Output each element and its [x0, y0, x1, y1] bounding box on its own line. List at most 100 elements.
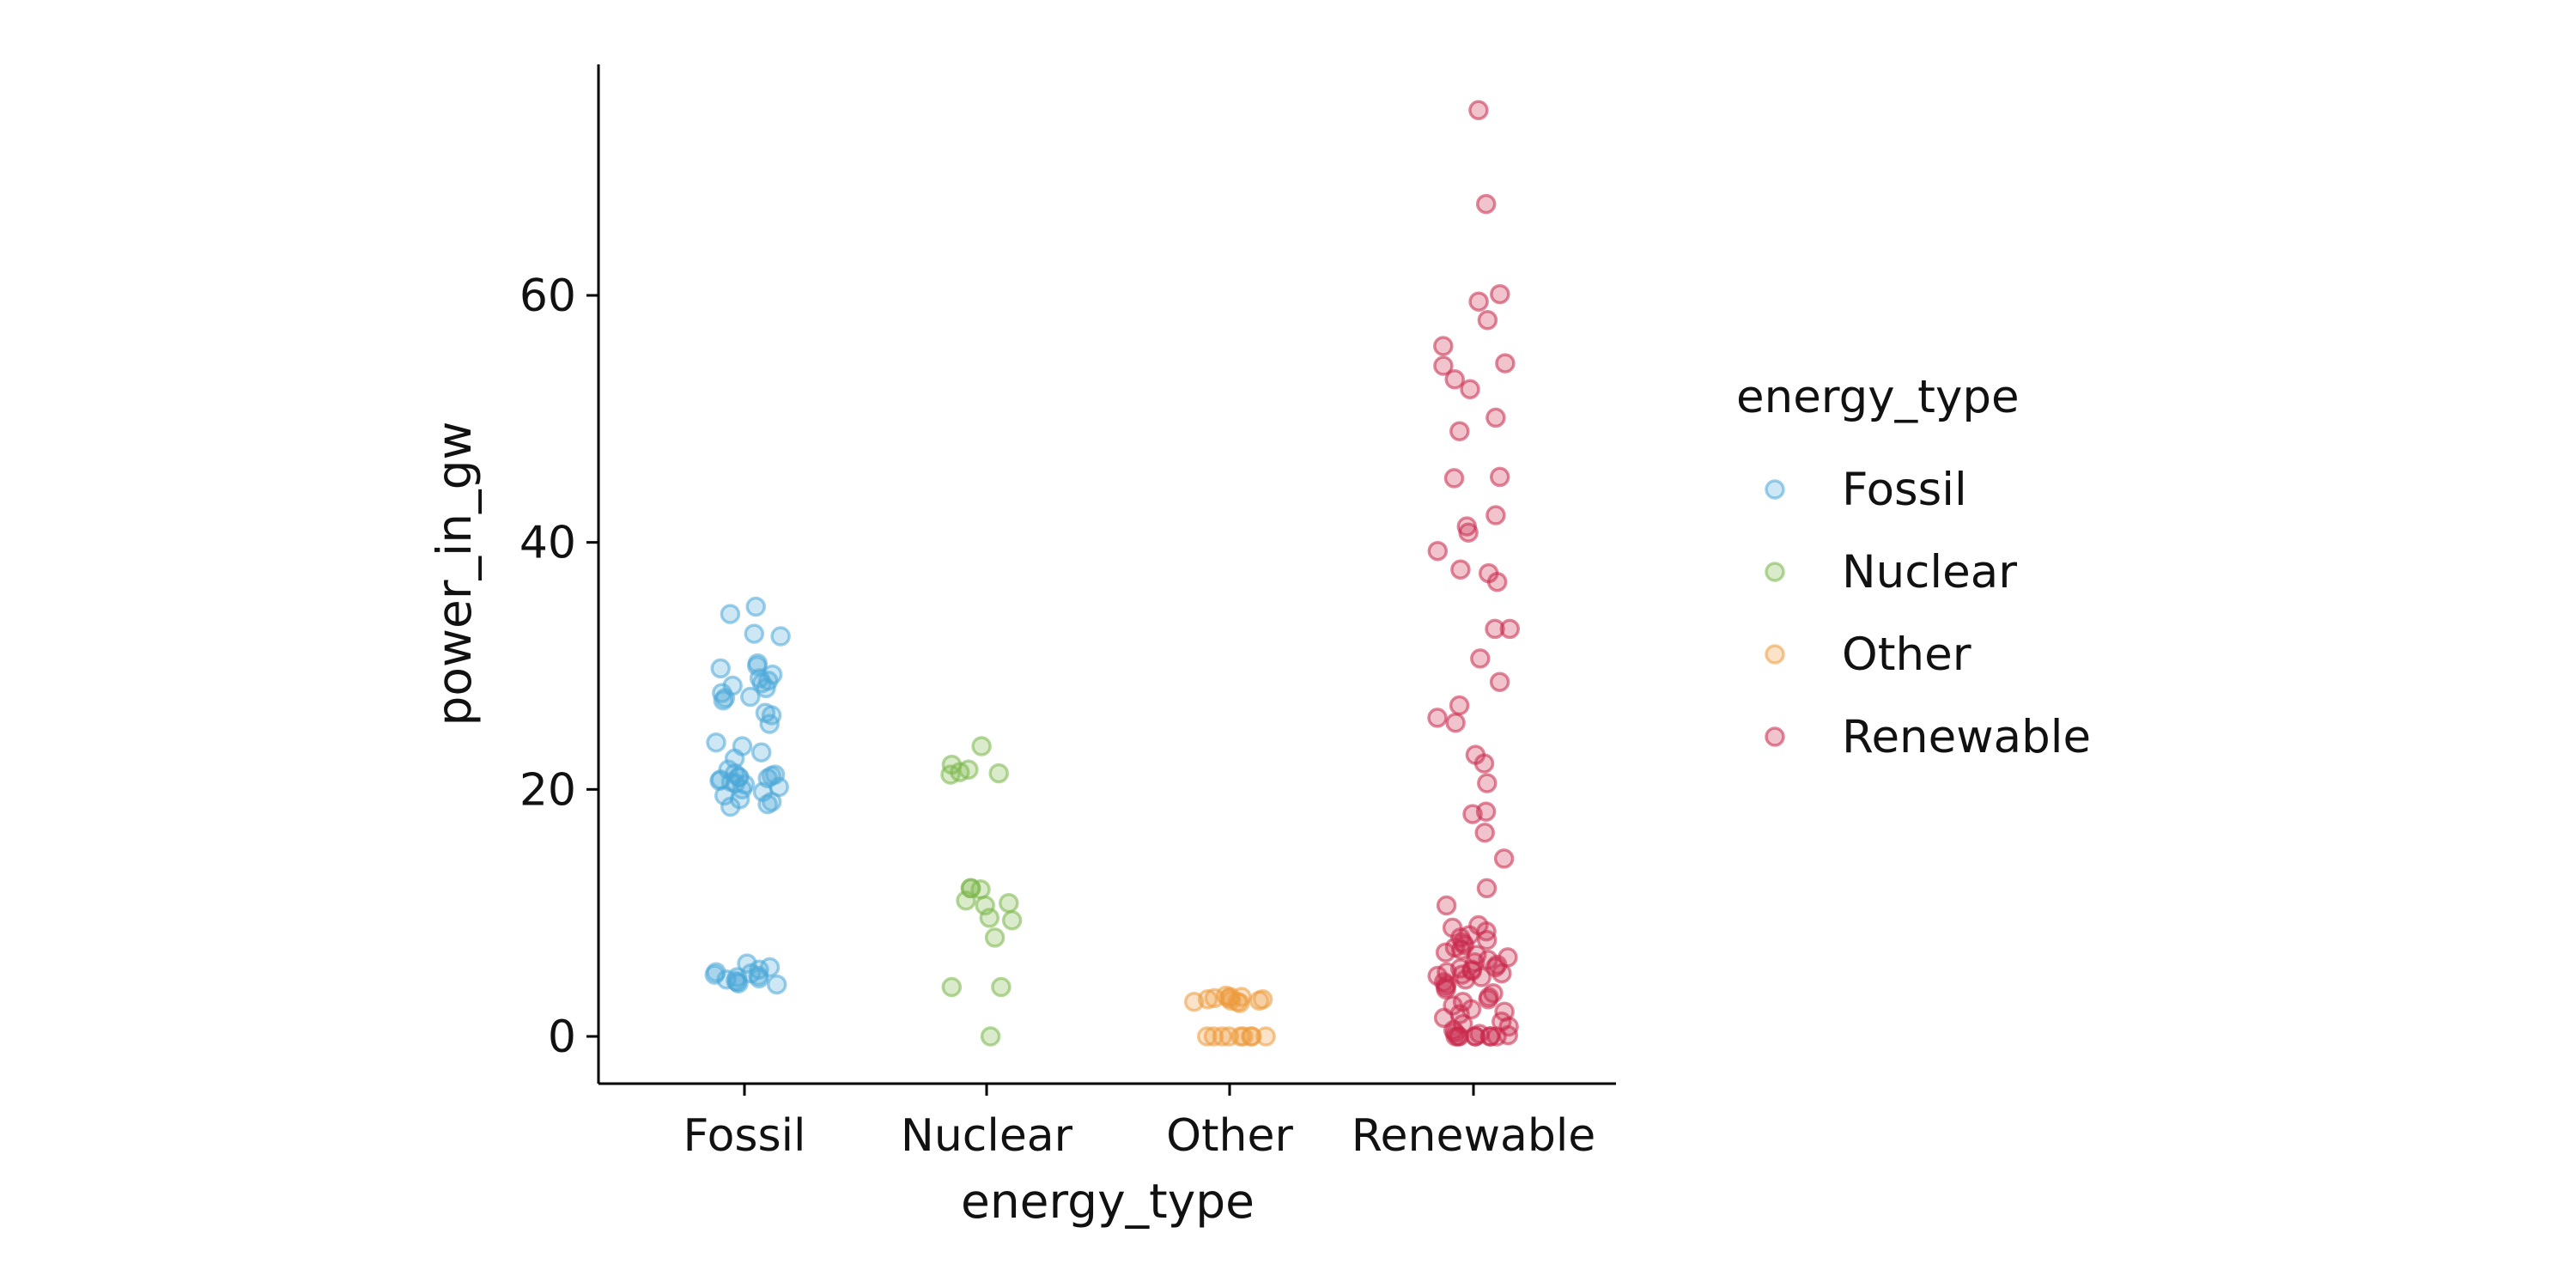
data-point	[1470, 648, 1491, 669]
data-point	[1476, 930, 1498, 951]
data-point	[1218, 1026, 1240, 1047]
data-point	[1499, 618, 1521, 640]
data-point	[1475, 193, 1497, 215]
data-point	[770, 626, 791, 647]
data-point	[1445, 712, 1466, 733]
data-point	[706, 732, 726, 753]
data-point	[757, 793, 778, 815]
data-point	[766, 974, 787, 995]
data-point	[1196, 1026, 1218, 1047]
y-tick-label: 60	[519, 270, 576, 322]
data-point	[1493, 848, 1515, 869]
data-point	[1241, 1026, 1261, 1047]
legend-label: Renewable	[1842, 711, 2091, 763]
data-point	[1468, 100, 1489, 121]
axes-layer	[597, 64, 1616, 1085]
data-point	[1468, 291, 1489, 312]
data-point	[728, 973, 749, 993]
legend-label: Other	[1842, 629, 1971, 681]
data-point	[1433, 355, 1454, 376]
data-point	[1462, 804, 1483, 824]
data-point	[1495, 353, 1516, 374]
data-point	[750, 742, 772, 762]
data-point	[1455, 969, 1476, 990]
data-point	[1001, 910, 1023, 931]
data-point	[710, 658, 731, 679]
data-point	[980, 1026, 1001, 1047]
x-tick-label: Nuclear	[901, 1110, 1073, 1162]
data-point	[1492, 963, 1512, 984]
y-axis-title: power_in_gw	[427, 421, 482, 726]
data-point	[724, 748, 745, 769]
x-ticks: Fossil Nuclear Other Renewable	[683, 1084, 1596, 1162]
data-point	[999, 892, 1019, 914]
data-point	[1465, 1026, 1485, 1047]
data-point	[720, 604, 741, 624]
legend-marker	[1765, 726, 1785, 747]
data-point	[988, 762, 1009, 784]
data-point	[1183, 991, 1205, 1012]
data-point	[940, 764, 961, 785]
data-point	[1476, 878, 1498, 899]
x-tick-label: Renewable	[1352, 1110, 1596, 1162]
legend-marker	[1765, 562, 1785, 582]
data-point	[1486, 571, 1508, 592]
data-point	[971, 736, 992, 756]
x-axis-title: energy_type	[961, 1174, 1255, 1229]
data-point	[1449, 421, 1470, 441]
data-point	[749, 968, 769, 989]
data-point	[1486, 1026, 1507, 1047]
data-point	[1433, 336, 1454, 356]
data-point	[1471, 967, 1492, 987]
legend-marker	[1765, 479, 1785, 500]
legend: energy_type Fossil Nuclear Other Renewable	[1736, 371, 2091, 763]
data-point	[720, 796, 741, 817]
data-point	[1203, 1026, 1224, 1047]
data-point	[1443, 468, 1465, 489]
y-tick-label: 20	[519, 764, 576, 816]
legend-label: Fossil	[1842, 464, 1967, 516]
legend-label: Nuclear	[1842, 546, 2017, 598]
data-point	[745, 596, 766, 617]
legend-marker	[1765, 644, 1785, 665]
y-ticks: 0 20 40 60	[519, 270, 598, 1063]
data-point	[1479, 1026, 1501, 1047]
data-point	[979, 908, 1000, 928]
data-point	[744, 623, 765, 644]
data-point	[991, 976, 1012, 998]
data-point	[956, 890, 976, 911]
x-tick-label: Other	[1166, 1110, 1293, 1162]
data-point	[984, 927, 1005, 948]
data-point	[1489, 671, 1510, 692]
data-point	[1477, 310, 1498, 331]
data-point	[1474, 822, 1495, 843]
data-point	[1255, 1026, 1276, 1047]
x-tick-label: Fossil	[683, 1110, 806, 1162]
data-point	[1485, 505, 1506, 526]
data-point	[1490, 283, 1510, 305]
data-point	[713, 690, 734, 711]
data-point	[1489, 466, 1510, 488]
data-point	[740, 686, 761, 708]
data-point	[1450, 559, 1471, 580]
data-point	[1448, 1026, 1468, 1047]
data-point	[1427, 540, 1449, 562]
data-point	[756, 677, 776, 699]
y-tick-label: 40	[519, 518, 576, 569]
data-point	[1435, 942, 1456, 963]
data-point	[1458, 522, 1479, 543]
data-point	[1473, 753, 1495, 774]
data-point	[1230, 993, 1250, 1013]
data-point	[1427, 708, 1448, 728]
data-point	[1485, 618, 1505, 640]
data-point	[1436, 895, 1457, 916]
data-point	[1485, 407, 1506, 428]
y-tick-label: 0	[548, 1012, 576, 1063]
data-point	[1460, 379, 1480, 400]
data-point	[1478, 989, 1498, 1010]
data-point	[1249, 990, 1270, 1012]
data-point	[1477, 773, 1498, 793]
data-point	[759, 714, 780, 734]
data-point	[1449, 695, 1470, 716]
